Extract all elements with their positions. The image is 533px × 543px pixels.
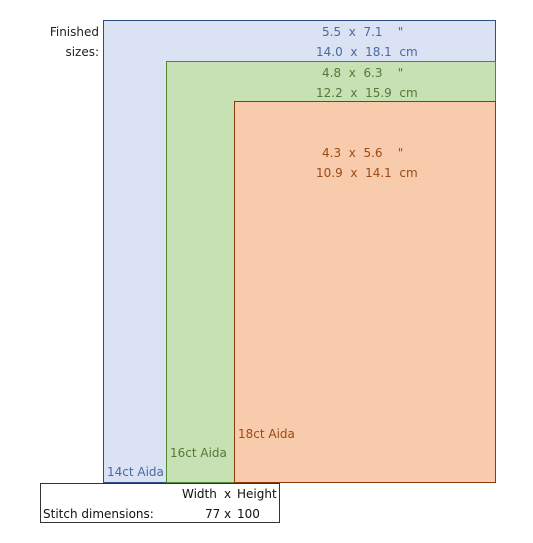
- 18ct-size-cm: 10.9 x 14.1 cm: [316, 166, 418, 180]
- stitch-x: x: [224, 507, 232, 521]
- width-header: Width: [182, 487, 217, 501]
- 18ct-size-inches: 4.3 x 5.6 ": [322, 146, 404, 160]
- stitch-dimensions-label: Stitch dimensions:: [43, 507, 154, 521]
- 18ct-aida-area: [234, 101, 496, 483]
- 18ct-aida-label: 18ct Aida: [238, 427, 295, 441]
- 14ct-aida-label: 14ct Aida: [107, 465, 164, 479]
- finished-label-line2: sizes:: [65, 45, 99, 59]
- stitch-height-value: 100: [237, 507, 260, 521]
- 16ct-size-inches: 4.8 x 6.3 ": [322, 66, 404, 80]
- finished-sizes-label: Finished sizes:: [20, 22, 99, 62]
- header-x: x: [224, 487, 232, 501]
- 14ct-size-cm: 14.0 x 18.1 cm: [316, 45, 418, 59]
- finished-label-line1: Finished: [49, 25, 99, 39]
- stitch-dimensions-box: [40, 483, 280, 523]
- 14ct-size-inches: 5.5 x 7.1 ": [322, 25, 404, 39]
- 16ct-aida-label: 16ct Aida: [170, 446, 227, 460]
- 16ct-size-cm: 12.2 x 15.9 cm: [316, 86, 418, 100]
- height-header: Height: [237, 487, 277, 501]
- stitch-width-value: 77: [205, 507, 221, 521]
